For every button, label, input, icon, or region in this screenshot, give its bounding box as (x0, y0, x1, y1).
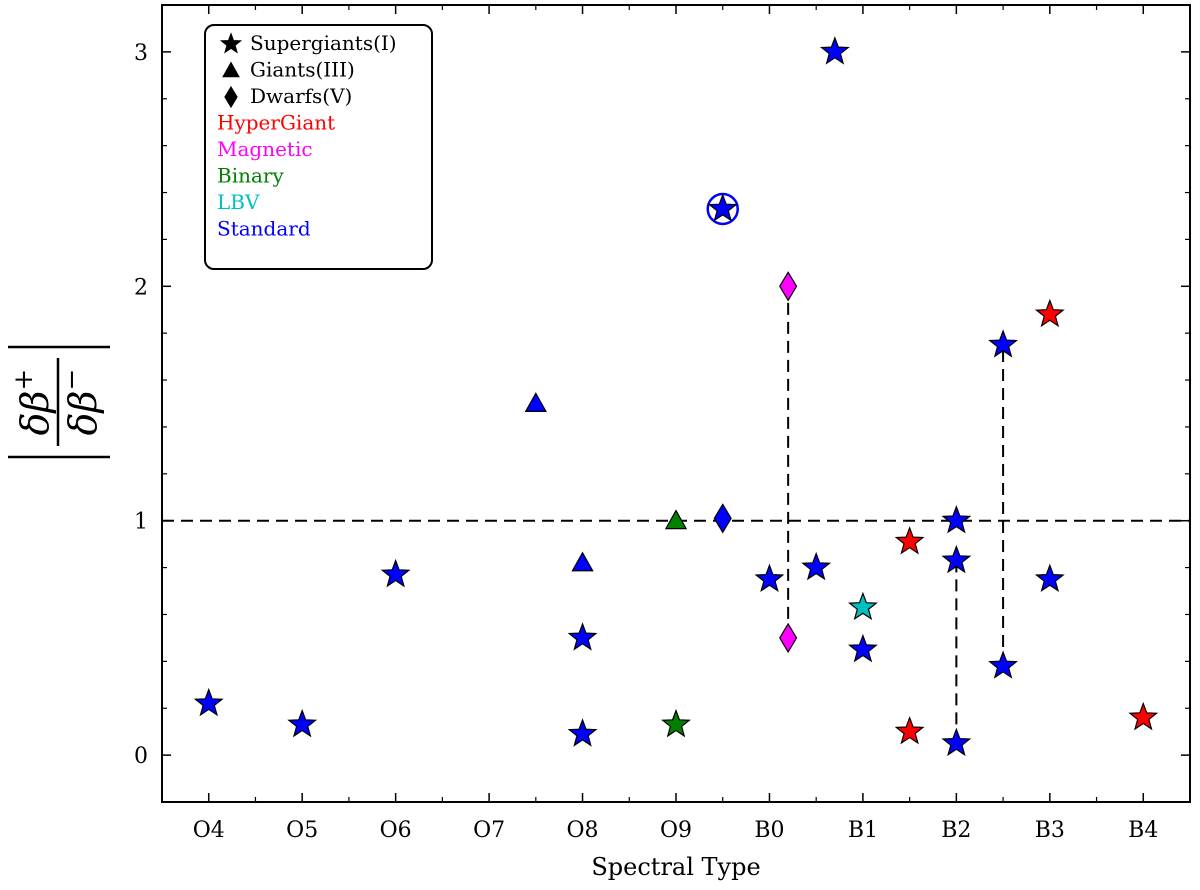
data-point (779, 271, 798, 302)
data-point (380, 558, 411, 588)
y-axis-denominator: δβ− (57, 369, 105, 436)
x-tick-label: B0 (754, 818, 784, 843)
legend-box (204, 24, 433, 270)
data-point (819, 36, 850, 65)
x-tick-label: O6 (380, 818, 412, 843)
legend-category-label: LBV (217, 190, 260, 214)
axis-ticks: O4 O5 O6 O7 O8 O9 B0 B1 B2 B3 B4 0 1 2 3 (134, 4, 1190, 843)
data-point (941, 544, 972, 574)
data-point (894, 715, 925, 745)
data-point (567, 718, 598, 747)
y-tick-label: 0 (134, 744, 148, 769)
data-points (193, 36, 1159, 757)
y-axis-numerator: δβ+ (9, 369, 57, 436)
data-point (287, 708, 318, 738)
data-point (988, 650, 1019, 679)
legend-marker-diamond (224, 85, 238, 109)
data-point (1034, 563, 1065, 593)
y-axis-title: δβ+ δβ− (8, 345, 110, 459)
data-point (567, 622, 598, 651)
y-tick-label: 1 (134, 510, 148, 535)
legend-marker-triangle (222, 61, 240, 78)
y-tick-label: 2 (134, 275, 148, 300)
data-point (571, 551, 594, 572)
data-point (713, 503, 732, 534)
legend-category-label: Standard (217, 217, 311, 241)
legend: Supergiants(I) Giants(III)Dwarfs(V) HyperG… (204, 24, 433, 270)
data-point (988, 329, 1019, 358)
x-tick-label: B2 (941, 818, 971, 843)
data-point (661, 708, 691, 738)
data-point (754, 563, 785, 593)
legend-category-label: Magnetic (217, 137, 313, 161)
legend-label: Supergiants(I) (250, 31, 397, 55)
data-point (664, 509, 688, 530)
legend-label: Giants(III) (250, 58, 355, 82)
data-point (941, 727, 972, 757)
data-point (801, 551, 832, 581)
y-tick-label: 3 (134, 41, 148, 66)
data-point (847, 591, 878, 621)
data-point (847, 633, 878, 663)
legend-category-label: Binary (217, 164, 284, 188)
x-tick-label: B1 (848, 818, 878, 843)
data-point (193, 687, 224, 717)
legend-label: Dwarfs(V) (250, 84, 352, 108)
x-tick-label: O4 (193, 818, 225, 843)
x-axis-title: Spectral Type (591, 853, 760, 881)
x-tick-label: B3 (1035, 818, 1065, 843)
x-tick-label: O9 (660, 818, 692, 843)
legend-marker-star (219, 32, 243, 54)
x-tick-label: B4 (1128, 818, 1158, 843)
connector-lines (787, 286, 1005, 744)
data-point (524, 392, 547, 412)
data-point (941, 504, 972, 534)
x-tick-label: O7 (473, 818, 505, 843)
x-tick-label: O5 (286, 818, 318, 843)
x-tick-label: O8 (567, 818, 599, 843)
data-point (1034, 298, 1065, 328)
data-point (779, 622, 798, 654)
data-point (707, 193, 738, 222)
legend-category-label: HyperGiant (217, 111, 335, 135)
data-point (894, 526, 925, 555)
data-point (1128, 701, 1159, 731)
